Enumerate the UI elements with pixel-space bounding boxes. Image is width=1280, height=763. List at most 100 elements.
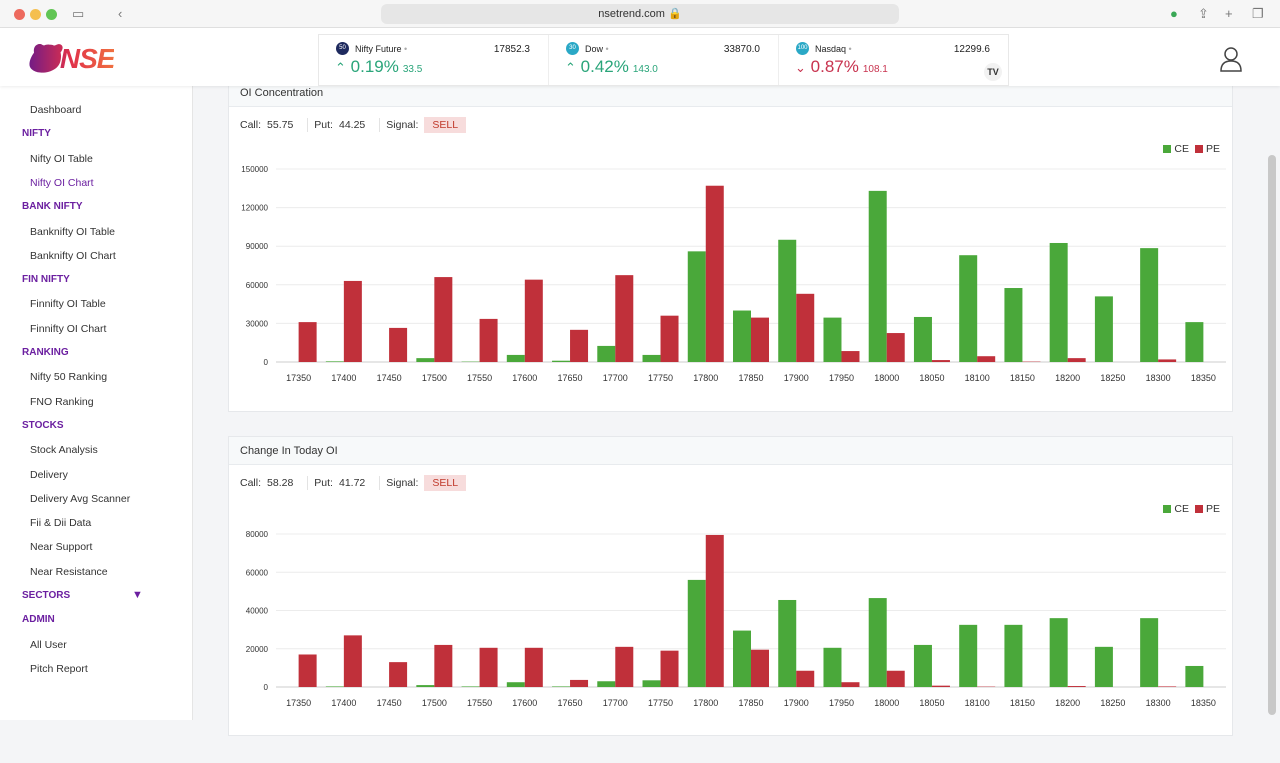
bar-ce-17900[interactable]: [778, 240, 796, 362]
sidebar-item[interactable]: Nifty OI Table: [30, 153, 93, 165]
bar-ce-17750[interactable]: [643, 680, 661, 687]
ticker-item[interactable]: 50 Nifty Future • 17852.3 ⌃ 0.19%33.5: [319, 35, 549, 85]
bar-pe-17400[interactable]: [344, 635, 362, 687]
bar-pe-17650[interactable]: [570, 680, 588, 687]
bar-pe-17850[interactable]: [751, 650, 769, 687]
bar-ce-18050[interactable]: [914, 645, 932, 687]
minimize-window-button[interactable]: [30, 9, 41, 20]
bar-ce-17500[interactable]: [416, 685, 434, 687]
legend-label[interactable]: CE: [1174, 503, 1189, 515]
bar-ce-17900[interactable]: [778, 600, 796, 687]
bar-ce-17950[interactable]: [823, 318, 841, 362]
bar-ce-17400[interactable]: [326, 686, 344, 687]
bar-ce-17600[interactable]: [507, 355, 525, 362]
bar-ce-18150[interactable]: [1004, 625, 1022, 687]
legend-swatch[interactable]: [1163, 145, 1171, 153]
bar-ce-17500[interactable]: [416, 358, 434, 362]
bar-pe-17450[interactable]: [389, 328, 407, 362]
sidebar-item[interactable]: Fii & Dii Data: [30, 517, 91, 529]
bar-pe-18000[interactable]: [887, 333, 905, 362]
legend-swatch[interactable]: [1195, 505, 1203, 513]
sidebar-item[interactable]: Stock Analysis: [30, 444, 98, 456]
close-window-button[interactable]: [14, 9, 25, 20]
bar-pe-17700[interactable]: [615, 647, 633, 687]
bar-ce-18000[interactable]: [869, 191, 887, 362]
legend-swatch[interactable]: [1163, 505, 1171, 513]
sidebar-toggle-icon[interactable]: ▭: [72, 6, 84, 22]
bar-pe-17350[interactable]: [299, 654, 317, 687]
bar-ce-18250[interactable]: [1095, 296, 1113, 362]
bar-pe-18100[interactable]: [977, 356, 995, 362]
legend-swatch[interactable]: [1195, 145, 1203, 153]
sidebar-section[interactable]: BANK NIFTY: [22, 201, 83, 212]
sidebar-item[interactable]: Banknifty OI Chart: [30, 250, 116, 262]
bar-pe-18200[interactable]: [1068, 686, 1086, 687]
bar-pe-18000[interactable]: [887, 671, 905, 687]
share-icon[interactable]: ⇪: [1198, 6, 1209, 22]
ticker-item[interactable]: 30 Dow • 33870.0 ⌃ 0.42%143.0: [549, 35, 779, 85]
bar-pe-17850[interactable]: [751, 318, 769, 362]
sidebar-section[interactable]: RANKING: [22, 347, 69, 358]
sidebar-item[interactable]: Delivery Avg Scanner: [30, 493, 130, 505]
bar-ce-18050[interactable]: [914, 317, 932, 362]
bar-ce-17750[interactable]: [643, 355, 661, 362]
sidebar-section[interactable]: STOCKS: [22, 420, 64, 431]
user-icon[interactable]: [1220, 46, 1242, 72]
sidebar-section[interactable]: ADMIN: [22, 614, 55, 625]
sidebar-section[interactable]: NIFTY: [22, 128, 51, 139]
bar-pe-17650[interactable]: [570, 330, 588, 362]
bar-ce-17400[interactable]: [326, 361, 344, 362]
bar-pe-17450[interactable]: [389, 662, 407, 687]
sidebar-item[interactable]: Near Support: [30, 541, 92, 553]
bar-pe-17750[interactable]: [661, 651, 679, 687]
bar-pe-18300[interactable]: [1158, 359, 1176, 362]
bar-ce-17850[interactable]: [733, 631, 751, 687]
legend-label[interactable]: PE: [1206, 143, 1220, 155]
new-tab-icon[interactable]: +: [1225, 6, 1233, 21]
bar-pe-17400[interactable]: [344, 281, 362, 362]
bar-pe-18300[interactable]: [1158, 686, 1176, 687]
bar-pe-17900[interactable]: [796, 294, 814, 362]
bar-pe-18050[interactable]: [932, 686, 950, 687]
bar-pe-17500[interactable]: [434, 645, 452, 687]
sidebar-item[interactable]: Near Resistance: [30, 566, 108, 578]
extension-icon[interactable]: ●: [1170, 6, 1178, 21]
bar-ce-17650[interactable]: [552, 361, 570, 362]
bar-ce-18300[interactable]: [1140, 618, 1158, 687]
bar-ce-18000[interactable]: [869, 598, 887, 687]
bar-pe-17950[interactable]: [841, 351, 859, 362]
legend-label[interactable]: PE: [1206, 503, 1220, 515]
bar-ce-18350[interactable]: [1185, 322, 1203, 362]
bar-pe-17900[interactable]: [796, 671, 814, 687]
bar-ce-18200[interactable]: [1050, 243, 1068, 362]
bar-ce-18300[interactable]: [1140, 248, 1158, 362]
bar-ce-17700[interactable]: [597, 681, 615, 687]
sidebar-item[interactable]: Nifty 50 Ranking: [30, 371, 107, 383]
bar-pe-17600[interactable]: [525, 648, 543, 687]
bar-ce-18150[interactable]: [1004, 288, 1022, 362]
bar-pe-17800[interactable]: [706, 535, 724, 687]
bar-pe-18050[interactable]: [932, 360, 950, 362]
bar-ce-17600[interactable]: [507, 682, 525, 687]
sidebar-item[interactable]: FNO Ranking: [30, 396, 94, 408]
nsetrend-logo[interactable]: 🐻NSE: [26, 42, 114, 75]
bar-pe-17700[interactable]: [615, 275, 633, 362]
bar-ce-17800[interactable]: [688, 251, 706, 362]
bar-ce-17650[interactable]: [552, 686, 570, 687]
bar-ce-18100[interactable]: [959, 255, 977, 362]
sidebar-item[interactable]: Dashboard: [30, 104, 81, 116]
maximize-window-button[interactable]: [46, 9, 57, 20]
bar-pe-17750[interactable]: [661, 316, 679, 362]
bar-pe-18200[interactable]: [1068, 358, 1086, 362]
bar-ce-17850[interactable]: [733, 311, 751, 362]
bar-pe-17550[interactable]: [480, 648, 498, 687]
bar-pe-17500[interactable]: [434, 277, 452, 362]
tabs-overview-icon[interactable]: ❐: [1252, 6, 1264, 22]
tradingview-icon[interactable]: TV: [984, 63, 1002, 81]
sidebar-section[interactable]: FIN NIFTY: [22, 274, 70, 285]
sidebar-item[interactable]: Nifty OI Chart: [30, 177, 94, 189]
sidebar-item[interactable]: All User: [30, 639, 67, 651]
bar-pe-17550[interactable]: [480, 319, 498, 362]
bar-ce-17550[interactable]: [462, 686, 480, 687]
